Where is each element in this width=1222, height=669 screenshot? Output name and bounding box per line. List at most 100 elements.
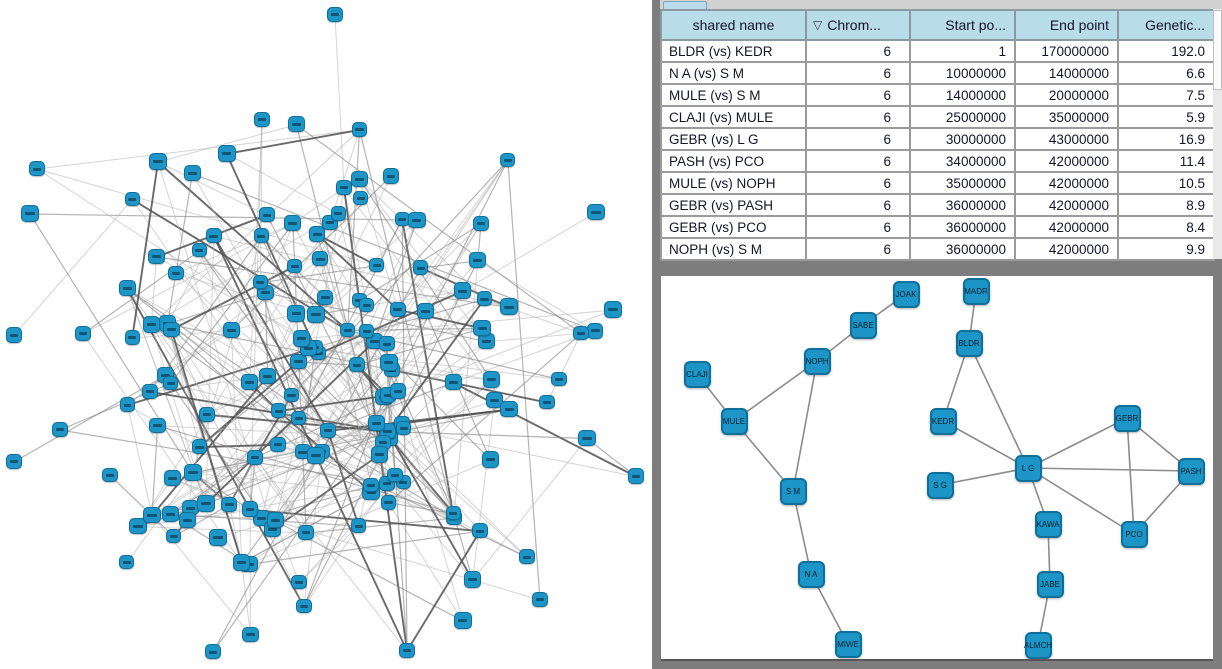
network-node[interactable]: [241, 374, 259, 391]
column-header-3[interactable]: End point: [1014, 9, 1119, 41]
network-node[interactable]: [129, 517, 147, 535]
network-node[interactable]: [472, 523, 488, 539]
network-node[interactable]: [163, 321, 180, 337]
network-node[interactable]: [196, 495, 215, 512]
table-tab[interactable]: [663, 1, 707, 9]
network-node[interactable]: [500, 400, 519, 418]
network-node-noph[interactable]: NOPH: [803, 347, 831, 375]
network-node[interactable]: [352, 190, 369, 206]
network-node[interactable]: [369, 258, 385, 273]
network-node[interactable]: [124, 330, 140, 345]
network-node[interactable]: [382, 168, 400, 184]
network-node-sabe[interactable]: SABE: [849, 311, 877, 339]
network-node[interactable]: [233, 554, 251, 571]
network-node[interactable]: [317, 289, 334, 305]
network-node[interactable]: [358, 297, 375, 313]
network-node[interactable]: [242, 626, 259, 642]
network-node[interactable]: [289, 353, 307, 370]
network-node[interactable]: [389, 382, 407, 399]
network-node[interactable]: [118, 555, 135, 570]
network-node[interactable]: [163, 375, 179, 391]
network-node[interactable]: [124, 192, 140, 206]
table-row[interactable]: GEBR (vs) L G 6 30000000 43000000 16.9: [660, 127, 1215, 151]
network-node[interactable]: [627, 468, 645, 484]
table-vertical-scrollbar[interactable]: [1213, 9, 1222, 259]
network-node[interactable]: [578, 429, 596, 447]
network-node[interactable]: [286, 258, 303, 274]
network-node[interactable]: [142, 316, 161, 333]
network-node[interactable]: [445, 505, 462, 520]
table-row[interactable]: BLDR (vs) KEDR 6 1 170000000 192.0: [660, 39, 1215, 63]
network-node[interactable]: [208, 528, 227, 546]
network-node[interactable]: [408, 211, 426, 228]
network-node[interactable]: [252, 275, 268, 290]
network-node[interactable]: [539, 394, 556, 410]
network-node-almch[interactable]: ALMCH: [1024, 631, 1052, 659]
network-node[interactable]: [327, 7, 343, 22]
column-header-1[interactable]: ▽ Chrom...: [805, 9, 911, 41]
network-node[interactable]: [205, 227, 223, 244]
network-node[interactable]: [387, 467, 403, 483]
network-node[interactable]: [291, 411, 307, 426]
network-node[interactable]: [284, 215, 302, 232]
network-node[interactable]: [149, 153, 167, 170]
network-node[interactable]: [336, 180, 352, 195]
network-node[interactable]: [348, 357, 365, 373]
network-node[interactable]: [378, 336, 395, 352]
network-node[interactable]: [472, 215, 490, 232]
network-node[interactable]: [311, 250, 329, 267]
network-node[interactable]: [463, 571, 482, 588]
network-node[interactable]: [485, 391, 504, 409]
network-node[interactable]: [351, 121, 368, 137]
network-node[interactable]: [102, 467, 119, 483]
table-row[interactable]: CLAJI (vs) MULE 6 25000000 35000000 5.9: [660, 105, 1215, 129]
network-node-madr[interactable]: MADR: [962, 277, 990, 305]
network-node-s-m[interactable]: S M: [779, 477, 807, 505]
network-node[interactable]: [253, 111, 271, 128]
network-node-kawa[interactable]: KAWA: [1034, 510, 1062, 538]
network-node[interactable]: [270, 403, 287, 418]
network-node[interactable]: [120, 397, 136, 412]
table-row[interactable]: GEBR (vs) PASH 6 36000000 42000000 8.9: [660, 193, 1215, 217]
network-node-joak[interactable]: JOAK: [892, 280, 920, 308]
network-node[interactable]: [518, 549, 535, 565]
network-node[interactable]: [477, 333, 496, 350]
network-node[interactable]: [351, 518, 367, 533]
network-node[interactable]: [191, 439, 208, 454]
table-row[interactable]: GEBR (vs) PCO 6 36000000 42000000 8.4: [660, 215, 1215, 239]
network-node[interactable]: [482, 371, 500, 388]
network-node[interactable]: [416, 302, 434, 319]
table-row[interactable]: MULE (vs) NOPH 6 35000000 42000000 10.5: [660, 171, 1215, 195]
network-node[interactable]: [307, 306, 325, 323]
network-node[interactable]: [253, 228, 270, 243]
network-node[interactable]: [52, 422, 68, 437]
network-node[interactable]: [168, 265, 185, 281]
network-node[interactable]: [307, 447, 326, 464]
network-node[interactable]: [241, 501, 259, 517]
network-node[interactable]: [454, 612, 472, 629]
table-row[interactable]: N A (vs) S M 6 10000000 14000000 6.6: [660, 61, 1215, 85]
network-node[interactable]: [205, 644, 221, 659]
network-node[interactable]: [319, 422, 337, 439]
column-header-0[interactable]: shared name: [660, 9, 807, 41]
table-row[interactable]: PASH (vs) PCO 6 34000000 42000000 11.4: [660, 149, 1215, 173]
network-node[interactable]: [258, 367, 277, 385]
network-node[interactable]: [287, 304, 306, 322]
network-node[interactable]: [396, 420, 412, 436]
network-node[interactable]: [351, 170, 369, 188]
network-node-gebr[interactable]: GEBR: [1113, 404, 1141, 432]
network-node[interactable]: [389, 301, 406, 317]
column-header-2[interactable]: Start po...: [909, 9, 1016, 41]
network-node[interactable]: [379, 353, 398, 371]
network-node[interactable]: [453, 282, 472, 299]
network-node[interactable]: [573, 325, 589, 341]
large-network-canvas[interactable]: [0, 0, 652, 669]
column-header-4[interactable]: Genetic...: [1117, 9, 1215, 41]
network-node[interactable]: [551, 371, 567, 387]
network-node[interactable]: [163, 469, 181, 486]
network-node[interactable]: [297, 524, 315, 541]
network-node[interactable]: [5, 327, 23, 343]
network-node[interactable]: [29, 161, 45, 176]
network-node[interactable]: [358, 324, 375, 339]
network-node[interactable]: [398, 642, 416, 659]
